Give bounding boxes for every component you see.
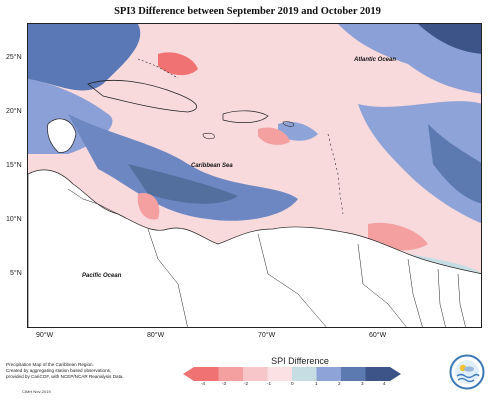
label-pacific-ocean: Pacific Ocean: [82, 273, 122, 279]
legend-arrow-left: [183, 367, 194, 381]
map-svg: [28, 24, 481, 327]
lon-tick-70w: 70°W: [258, 332, 276, 339]
legend-label: 3: [361, 381, 364, 386]
legend-swatch: [243, 367, 268, 381]
cimh-logo: [449, 354, 485, 390]
cloud-icon: [464, 366, 474, 372]
caption-line-2: Created by aggregating station based obs…: [6, 368, 112, 373]
wave-icon: [456, 373, 480, 379]
lon-tick-60w: 60°W: [369, 332, 387, 339]
lat-tick-20n: 20°N: [6, 108, 22, 115]
border-colombia: [147, 228, 188, 327]
legend-title: SPI Difference: [271, 356, 329, 366]
map-caption: Precipitation Map of the Caribbean Regio…: [6, 362, 156, 380]
spi-field-dry-bahamas: [158, 52, 198, 76]
lat-tick-10n: 10°N: [6, 216, 22, 223]
legend-swatch: [194, 367, 219, 381]
spi-field-wet-nw: [28, 24, 141, 91]
spi-field-wet-east: [358, 101, 481, 224]
legend-label: -1: [267, 381, 272, 386]
border-suriname: [437, 268, 446, 327]
legend-label: 4: [383, 381, 386, 386]
legend-swatch: [316, 367, 341, 381]
spi-field-dry-hispaniola: [258, 127, 290, 145]
map-panel: Atlantic Ocean Caribbean Sea Pacific Oce…: [27, 23, 482, 328]
label-atlantic-ocean: Atlantic Ocean: [354, 57, 397, 63]
land-jamaica: [202, 132, 215, 140]
spi-field-wet-east-core: [428, 124, 481, 204]
land-cuba: [87, 79, 198, 113]
legend-label: 0: [291, 381, 294, 386]
land-puerto-rico: [282, 121, 295, 127]
spi-field-wet-caribbean: [68, 114, 298, 221]
caption-line-3: provided by CariCOF, with NCEP/NCAR Rean…: [6, 374, 124, 379]
legend-label: -2: [244, 381, 249, 386]
spi-field-wet-atlantic-core: [418, 24, 481, 54]
border-guyana: [407, 258, 423, 327]
legend-label: -3: [222, 381, 227, 386]
map-credit: CIMH Nov-2019: [22, 389, 51, 394]
legend-swatch: [218, 367, 243, 381]
caption-line-1: Precipitation Map of the Caribbean Regio…: [6, 362, 94, 367]
legend-swatch: [341, 367, 366, 381]
legend-swatch: [267, 367, 292, 381]
spi-field-dry-panama: [137, 193, 160, 220]
spi-field-wet-hispaniola: [278, 122, 318, 141]
map-title: SPI3 Difference between September 2019 a…: [114, 6, 381, 17]
label-caribbean-sea: Caribbean Sea: [191, 163, 233, 169]
border-french-guiana: [457, 273, 466, 327]
land-yucatan: [47, 118, 77, 153]
legend-label: 1: [315, 381, 318, 386]
legend-label: 2: [338, 381, 341, 386]
lat-tick-25n: 25°N: [6, 54, 22, 61]
lat-tick-15n: 15°N: [6, 162, 22, 169]
land-bahamas: [137, 58, 179, 79]
legend-swatch: [292, 367, 317, 381]
legend-arrow-right: [390, 367, 401, 381]
legend-colorbar: [183, 367, 401, 381]
spi-field-wet-caribbean-core: [128, 164, 238, 204]
lat-tick-5n: 5°N: [10, 270, 22, 277]
spi-field-dry-venezuela: [368, 222, 428, 251]
land-hispaniola: [222, 110, 269, 123]
border-central-america: [67, 188, 119, 215]
lon-tick-90w: 90°W: [36, 332, 54, 339]
lon-tick-80w: 80°W: [147, 332, 165, 339]
legend-swatch: [365, 367, 390, 381]
border-venezuela-brazil: [357, 243, 407, 327]
legend-label: -4: [201, 381, 206, 386]
wave-icon-2: [457, 377, 475, 383]
border-venezuela-colombia: [257, 233, 327, 327]
land-lesser-antilles: [327, 133, 344, 215]
